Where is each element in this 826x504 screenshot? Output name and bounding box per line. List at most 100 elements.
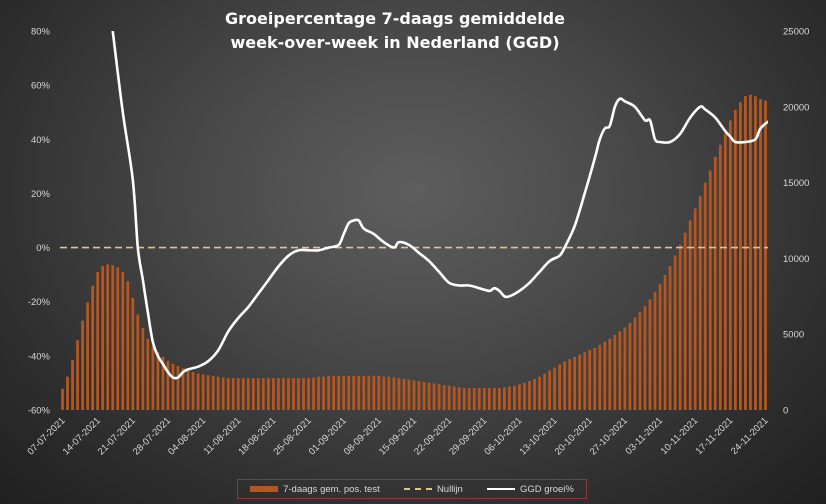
bar bbox=[663, 275, 667, 410]
bar bbox=[523, 382, 526, 410]
bar bbox=[693, 208, 697, 410]
bar bbox=[543, 373, 546, 410]
bar bbox=[538, 376, 541, 410]
bar bbox=[251, 378, 255, 410]
bar bbox=[739, 102, 742, 410]
legend-item-reference: Nullijn bbox=[403, 484, 463, 495]
bar bbox=[146, 338, 150, 410]
y-left-tick-label: -60% bbox=[28, 406, 51, 417]
bar bbox=[588, 350, 592, 410]
bar bbox=[638, 312, 642, 410]
bar bbox=[216, 376, 220, 410]
legend-label-bars: 7-daags gem. pos. test bbox=[283, 483, 380, 495]
chart-title-line-1: Groeipercentage 7-daags gemiddelde bbox=[225, 9, 565, 28]
bar bbox=[111, 265, 115, 410]
x-tick-label: 27-10-2021 bbox=[588, 415, 630, 457]
bar bbox=[256, 378, 260, 410]
bar bbox=[196, 373, 200, 410]
legend-label-line: GGD groei% bbox=[520, 483, 574, 495]
bar bbox=[764, 100, 767, 411]
y-left-tick-label: 60% bbox=[31, 81, 51, 92]
bar bbox=[497, 388, 501, 410]
bar bbox=[698, 196, 702, 410]
x-tick-label: 04-08-2021 bbox=[166, 415, 208, 457]
bar bbox=[407, 379, 411, 410]
bar bbox=[503, 387, 506, 410]
bar bbox=[126, 281, 130, 410]
ggd-groei-line bbox=[111, 31, 768, 380]
bar bbox=[241, 378, 245, 410]
bar bbox=[708, 170, 712, 410]
y-right-tick-label: 20000 bbox=[783, 102, 809, 113]
bar bbox=[713, 156, 717, 410]
bar bbox=[362, 375, 366, 410]
bar bbox=[422, 381, 426, 410]
bar bbox=[292, 378, 295, 410]
bar bbox=[733, 109, 737, 410]
bar bbox=[136, 314, 140, 410]
bar bbox=[518, 384, 521, 410]
y-left-tick-label: 20% bbox=[31, 189, 51, 200]
bar bbox=[327, 375, 331, 410]
bar bbox=[186, 370, 190, 410]
bar bbox=[347, 375, 351, 410]
bar bbox=[181, 368, 185, 410]
bar bbox=[397, 378, 401, 410]
bar bbox=[723, 134, 727, 410]
bar bbox=[261, 378, 265, 410]
chart-title-line-2: week-over-week in Nederland (GGD) bbox=[230, 33, 559, 52]
bar bbox=[231, 378, 235, 410]
legend-swatch-bars bbox=[250, 486, 279, 492]
bar bbox=[598, 344, 602, 410]
bar bbox=[226, 378, 230, 410]
bar bbox=[96, 272, 100, 410]
bar bbox=[161, 356, 165, 410]
bar bbox=[593, 347, 597, 410]
bar bbox=[121, 272, 125, 410]
bar bbox=[106, 264, 110, 410]
bar bbox=[462, 388, 466, 410]
bar bbox=[191, 372, 195, 410]
bar bbox=[492, 388, 496, 410]
bar bbox=[267, 378, 270, 410]
bar bbox=[573, 356, 577, 410]
bar bbox=[332, 375, 336, 410]
bar bbox=[548, 370, 551, 410]
bar bbox=[633, 317, 637, 410]
bar bbox=[61, 388, 64, 410]
bar bbox=[452, 386, 456, 410]
x-tick-label: 24-11-2021 bbox=[729, 415, 771, 457]
y-right-tick-label: 10000 bbox=[783, 254, 809, 265]
bar bbox=[678, 244, 682, 410]
bar bbox=[171, 363, 175, 410]
bar bbox=[66, 376, 69, 410]
bar bbox=[683, 232, 687, 410]
bar bbox=[297, 378, 300, 410]
bar bbox=[76, 340, 79, 410]
bar bbox=[759, 99, 762, 410]
bar bbox=[372, 375, 376, 410]
y-axis-left: 80% 60% 40% 20% 0% -20% -40% -60% bbox=[28, 27, 51, 417]
bar bbox=[282, 378, 285, 410]
bar bbox=[322, 376, 325, 410]
bar bbox=[513, 385, 516, 410]
bar bbox=[377, 375, 381, 410]
chart-legend: 7-daags gem. pos. test Nullijn GGD groei… bbox=[237, 479, 587, 499]
bar bbox=[246, 378, 250, 410]
bar bbox=[307, 378, 310, 410]
bar bbox=[116, 267, 120, 410]
y-right-tick-label: 5000 bbox=[783, 330, 804, 341]
y-right-tick-label: 25000 bbox=[783, 27, 809, 38]
legend-item-line: GGD groei% bbox=[487, 484, 574, 495]
bar bbox=[176, 366, 180, 410]
bar bbox=[131, 297, 135, 410]
y-axis-right: 25000 20000 15000 10000 5000 0 bbox=[783, 27, 809, 417]
bar bbox=[508, 386, 511, 410]
bar bbox=[417, 381, 421, 410]
bar bbox=[211, 375, 215, 410]
y-left-tick-label: 40% bbox=[31, 135, 51, 146]
bar bbox=[141, 328, 145, 410]
bar bbox=[101, 265, 105, 410]
y-left-tick-label: 0% bbox=[36, 243, 50, 254]
